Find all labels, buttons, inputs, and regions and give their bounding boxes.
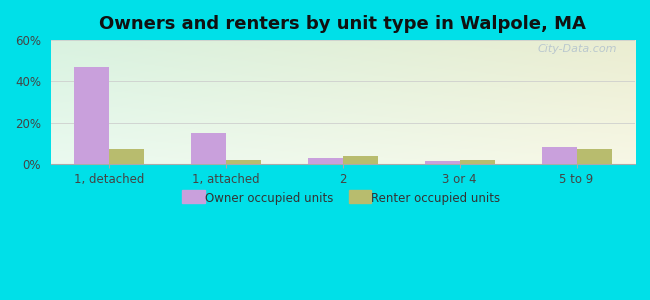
Bar xyxy=(191,133,226,164)
Legend: Owner occupied units, Renter occupied units: Owner occupied units, Renter occupied un… xyxy=(181,188,505,210)
Bar xyxy=(226,160,261,164)
Bar xyxy=(109,149,144,164)
Bar xyxy=(308,158,343,164)
Text: City-Data.com: City-Data.com xyxy=(538,44,617,54)
Bar xyxy=(343,156,378,164)
Bar xyxy=(424,161,460,164)
Bar xyxy=(460,160,495,164)
Title: Owners and renters by unit type in Walpole, MA: Owners and renters by unit type in Walpo… xyxy=(99,15,586,33)
Bar xyxy=(541,147,577,164)
Bar xyxy=(577,149,612,164)
Bar xyxy=(74,67,109,164)
